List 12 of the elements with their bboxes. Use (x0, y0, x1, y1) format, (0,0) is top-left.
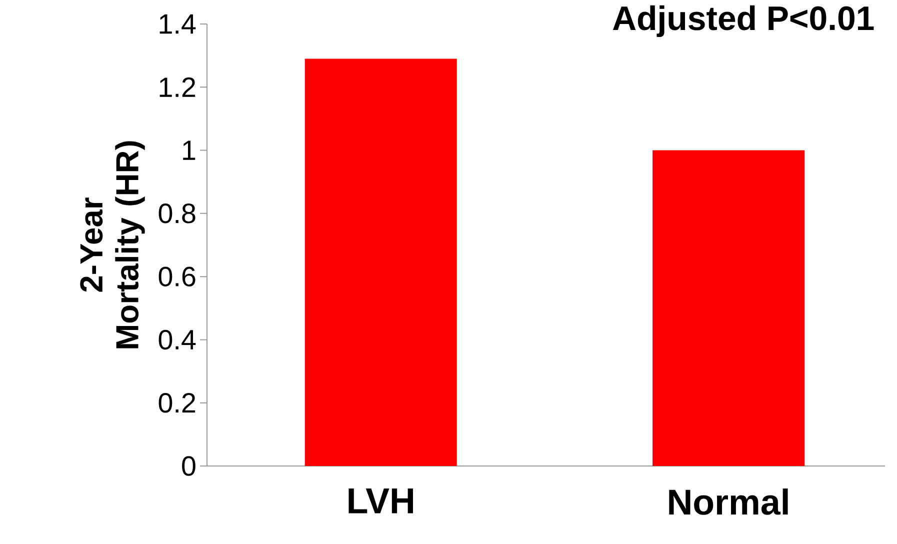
y-tick-label: 0.6 (158, 266, 196, 286)
y-axis-title: 2-Year Mortality (HR) (80, 141, 145, 348)
y-tick-label: 1 (183, 140, 196, 160)
y-tick-label: 1.2 (160, 77, 196, 97)
x-tick-label: Normal (669, 488, 788, 515)
annotation: Adjusted P<0.01 (612, 5, 874, 37)
y-tick-label: 1.4 (160, 14, 196, 34)
y-tick-label: 0.8 (158, 204, 196, 224)
y-tick-label: 0.2 (158, 392, 196, 413)
y-tick-label: 0 (182, 456, 196, 476)
y-tick-label: 0.4 (158, 330, 196, 350)
x-tick-label: LVH (348, 488, 413, 514)
